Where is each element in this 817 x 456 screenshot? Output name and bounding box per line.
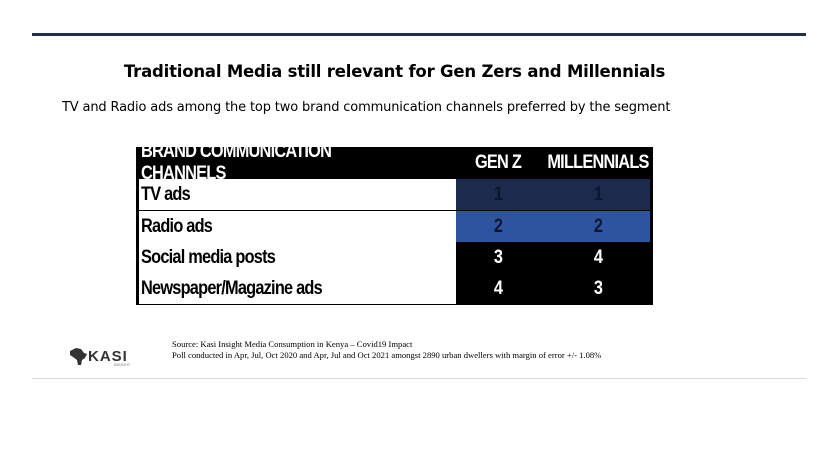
millennials-rank: 1 (593, 183, 603, 205)
header-millennials: MILLENNIALS (547, 152, 649, 173)
header-gen-z: GEN Z (474, 152, 522, 173)
table-row: Social media posts 3 4 (136, 242, 653, 273)
source-line: Source: Kasi Insight Media Consumption i… (172, 339, 413, 349)
slide-title: Traditional Media still relevant for Gen… (123, 62, 666, 81)
table-header-row: BRAND COMMUNICATION CHANNELS GEN Z MILLE… (136, 141, 653, 184)
channel-label: Social media posts (141, 246, 276, 268)
channel-label: TV ads (141, 183, 191, 205)
table-row: Radio ads 2 2 (136, 211, 653, 242)
logo-wordmark: KASI (88, 348, 128, 365)
millennials-rank: 2 (593, 215, 603, 237)
slide-subtitle: TV and Radio ads among the top two brand… (62, 100, 671, 115)
channels-table: BRAND COMMUNICATION CHANNELS GEN Z MILLE… (136, 141, 653, 305)
gen-z-rank: 4 (493, 277, 503, 299)
header-channels: BRAND COMMUNICATION CHANNELS (141, 141, 332, 184)
millennials-rank: 3 (593, 277, 603, 299)
source-note: Source: Kasi Insight Media Consumption i… (172, 339, 601, 361)
logo-subtext: INSIGHT (114, 362, 131, 367)
africa-map-icon (70, 348, 87, 365)
top-divider (32, 33, 806, 36)
table-row: Newspaper/Magazine ads 4 3 (136, 273, 653, 304)
gen-z-rank: 1 (493, 183, 503, 205)
gen-z-rank: 2 (493, 215, 503, 237)
channel-label: Newspaper/Magazine ads (141, 277, 323, 299)
gen-z-rank: 3 (493, 246, 503, 268)
kasi-insight-logo: KASI INSIGHT (70, 348, 131, 367)
millennials-rank: 4 (593, 246, 603, 268)
channel-label: Radio ads (141, 215, 213, 237)
methodology-line: Poll conducted in Apr, Jul, Oct 2020 and… (172, 350, 602, 360)
bottom-divider (32, 378, 806, 379)
table-row: TV ads 1 1 (136, 179, 653, 210)
